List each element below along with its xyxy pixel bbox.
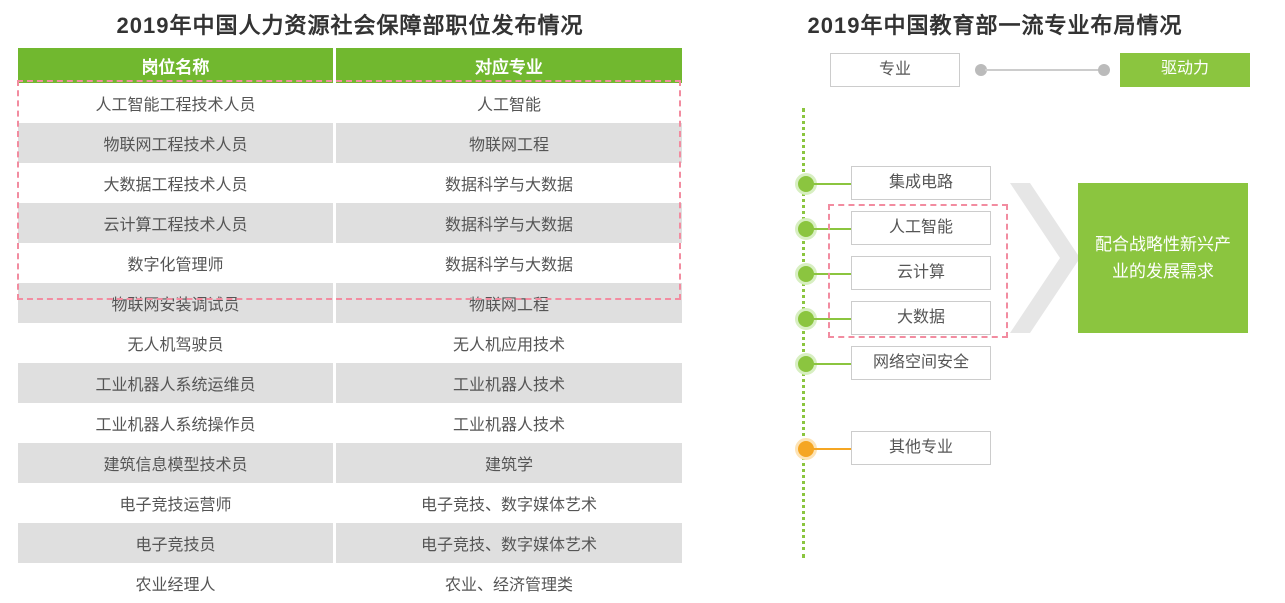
table-row: 电子竞技员电子竞技、数字媒体艺术 [17,523,684,563]
node-label: 网络空间安全 [851,346,991,380]
connector-dot-right [1098,64,1110,76]
cell-major: 农业、经济管理类 [334,563,683,603]
node-connector [811,183,851,185]
table-row: 物联网安装调试员物联网工程 [17,283,684,323]
cell-major: 数据科学与大数据 [334,163,683,203]
table-row: 物联网工程技术人员物联网工程 [17,123,684,163]
cell-job: 电子竞技员 [17,523,335,563]
node-connector [811,448,851,450]
cell-major: 建筑学 [334,443,683,483]
node-label: 云计算 [851,256,991,290]
node-label: 人工智能 [851,211,991,245]
cell-major: 数据科学与大数据 [334,243,683,283]
node-label: 大数据 [851,301,991,335]
cell-job: 工业机器人系统操作员 [17,403,335,443]
cell-job: 农业经理人 [17,563,335,603]
cell-job: 工业机器人系统运维员 [17,363,335,403]
left-table-wrap: 岗位名称 对应专业 人工智能工程技术人员人工智能物联网工程技术人员物联网工程大数… [15,48,685,603]
cell-job: 云计算工程技术人员 [17,203,335,243]
node-label: 集成电路 [851,166,991,200]
cell-major: 电子竞技、数字媒体艺术 [334,523,683,563]
table-row: 大数据工程技术人员数据科学与大数据 [17,163,684,203]
right-panel: 2019年中国教育部一流专业布局情况 专业 驱动力 集成电路人工智能云计算大数据… [720,8,1270,48]
table-row: 电子竞技运营师电子竞技、数字媒体艺术 [17,483,684,523]
cell-major: 工业机器人技术 [334,403,683,443]
driver-box: 驱动力 [1120,53,1250,87]
top-row: 专业 驱动力 [830,53,1250,93]
table-row: 农业经理人农业、经济管理类 [17,563,684,603]
cell-job: 人工智能工程技术人员 [17,83,335,123]
cell-job: 电子竞技运营师 [17,483,335,523]
cell-major: 物联网工程 [334,283,683,323]
cell-job: 建筑信息模型技术员 [17,443,335,483]
col-header-major: 对应专业 [334,48,683,83]
cell-major: 人工智能 [334,83,683,123]
node-label: 其他专业 [851,431,991,465]
table-row: 建筑信息模型技术员建筑学 [17,443,684,483]
col-header-job: 岗位名称 [17,48,335,83]
jobs-table: 岗位名称 对应专业 人工智能工程技术人员人工智能物联网工程技术人员物联网工程大数… [15,48,685,603]
cell-major: 工业机器人技术 [334,363,683,403]
cell-major: 电子竞技、数字媒体艺术 [334,483,683,523]
driver-text: 配合战略性新兴产业的发展需求 [1092,231,1234,285]
driver-text-block: 配合战略性新兴产业的发展需求 [1078,183,1248,333]
table-row: 人工智能工程技术人员人工智能 [17,83,684,123]
table-header-row: 岗位名称 对应专业 [17,48,684,83]
node-connector [811,273,851,275]
cell-job: 大数据工程技术人员 [17,163,335,203]
cell-major: 无人机应用技术 [334,323,683,363]
cell-major: 物联网工程 [334,123,683,163]
arrow-icon [1010,183,1080,333]
table-row: 工业机器人系统操作员工业机器人技术 [17,403,684,443]
arrow-block: 配合战略性新兴产业的发展需求 [1010,183,1260,333]
node-connector [811,228,851,230]
table-row: 云计算工程技术人员数据科学与大数据 [17,203,684,243]
cell-job: 数字化管理师 [17,243,335,283]
node-connector [811,363,851,365]
cell-job: 物联网工程技术人员 [17,123,335,163]
table-row: 工业机器人系统运维员工业机器人技术 [17,363,684,403]
right-title: 2019年中国教育部一流专业布局情况 [720,8,1270,40]
node-connector [811,318,851,320]
cell-major: 数据科学与大数据 [334,203,683,243]
cell-job: 无人机驾驶员 [17,323,335,363]
cell-job: 物联网安装调试员 [17,283,335,323]
table-row: 数字化管理师数据科学与大数据 [17,243,684,283]
major-box: 专业 [830,53,960,87]
left-title: 2019年中国人力资源社会保障部职位发布情况 [15,8,685,40]
left-panel: 2019年中国人力资源社会保障部职位发布情况 岗位名称 对应专业 人工智能工程技… [15,8,685,603]
table-row: 无人机驾驶员无人机应用技术 [17,323,684,363]
connector-line [985,69,1100,71]
